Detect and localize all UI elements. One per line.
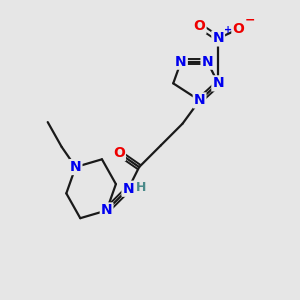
Text: N: N: [202, 55, 213, 69]
Text: N: N: [70, 160, 81, 174]
Text: N: N: [212, 32, 224, 45]
Text: N: N: [212, 76, 224, 90]
Text: −: −: [244, 14, 255, 26]
Text: O: O: [232, 22, 244, 36]
Text: O: O: [113, 146, 125, 160]
Text: O: O: [194, 19, 206, 33]
Text: N: N: [175, 55, 187, 69]
Text: H: H: [136, 181, 146, 194]
Text: +: +: [224, 25, 232, 35]
Text: N: N: [194, 93, 206, 107]
Text: N: N: [101, 203, 112, 218]
Text: N: N: [122, 182, 134, 196]
